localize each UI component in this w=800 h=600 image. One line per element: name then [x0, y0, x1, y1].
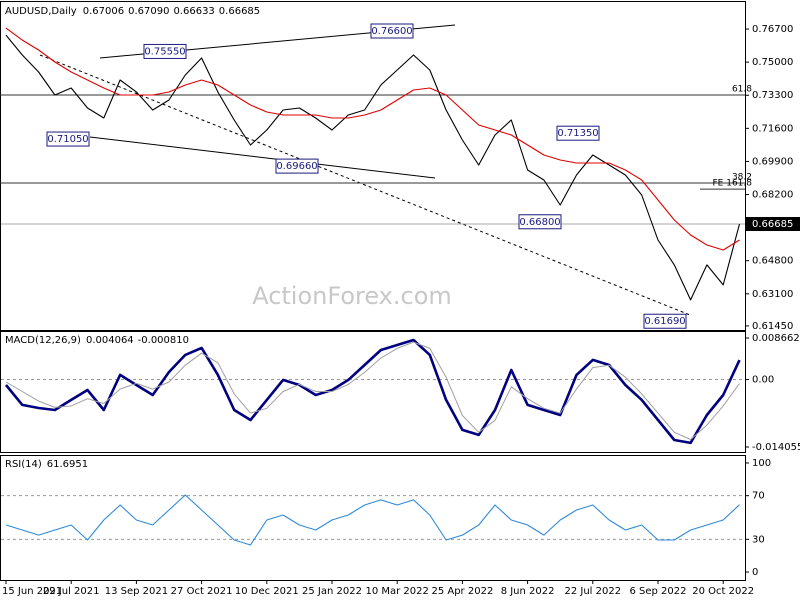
pivot-label: 0.69660 [276, 161, 317, 172]
pivot-box [370, 23, 414, 39]
x-tick-label: 15 Jun 2021 [2, 586, 62, 597]
fib-label: 61.8 [732, 85, 752, 95]
y-tick-label: 0.64800 [752, 256, 793, 267]
high: 0.67090 [128, 6, 169, 17]
last-price-label: 0.66685 [752, 219, 793, 230]
x-tick-label: 20 Oct 2022 [692, 586, 754, 597]
trend-line [39, 54, 691, 316]
x-tick-label: 29 Jul 2021 [43, 586, 100, 597]
last-price-box [746, 217, 800, 232]
rsi-value: 61.6951 [47, 459, 88, 470]
y-tick-label: -0.014055 [752, 442, 800, 453]
pivot-annotation: 0.76600 [370, 23, 414, 39]
x-tick-label: 8 Jun 2022 [501, 586, 555, 597]
macd-header: MACD(12,26,9) 0.004064 -0.000810 [5, 335, 189, 346]
trend-line [89, 136, 436, 179]
pivot-box [556, 125, 600, 141]
low: 0.66633 [173, 6, 214, 17]
rsi-panel [0, 455, 746, 581]
macd-value: 0.004064 [86, 335, 134, 346]
pivot-label: 0.66800 [519, 217, 560, 228]
x-tick-label: 25 Apr 2022 [431, 586, 493, 597]
open: 0.67006 [83, 6, 124, 17]
rsi-title: RSI(14) [5, 459, 42, 470]
pivot-annotation: 0.71050 [46, 131, 90, 147]
y-tick-label: 0.63100 [752, 289, 793, 300]
macd-title: MACD(12,26,9) [5, 335, 81, 346]
series-line [4, 338, 741, 445]
fib-label: FE 161.8 [713, 179, 753, 189]
signal-value: -0.000810 [138, 335, 189, 346]
x-tick-label: 6 Sep 2022 [629, 586, 686, 597]
pivot-label: 0.61690 [644, 316, 685, 327]
series-line [5, 34, 741, 301]
x-tick-label: 25 Jan 2022 [302, 586, 362, 597]
y-tick-label: 0 [752, 567, 758, 578]
x-tick-label: 27 Oct 2021 [171, 586, 233, 597]
y-tick-label: 0.73300 [752, 90, 793, 101]
pivot-annotation: 0.61690 [643, 313, 687, 329]
price-panel [0, 1, 746, 331]
watermark: ActionForex.com [252, 282, 452, 310]
pivot-annotation: 0.75550 [143, 43, 187, 59]
y-tick-label: 0.75000 [752, 57, 793, 68]
y-tick-label: 100 [752, 458, 771, 469]
pivot-annotation: 0.71350 [556, 125, 600, 141]
pivot-box [143, 43, 187, 59]
header: AUDUSD,Daily 0.67006 0.67090 0.66633 0.66685 [5, 6, 260, 17]
pivot-label: 0.75550 [144, 46, 185, 57]
pivot-label: 0.76600 [371, 26, 412, 37]
y-tick-label: 0.76700 [752, 24, 793, 35]
y-tick-label: 0.69900 [752, 156, 793, 167]
y-tick-label: 30 [752, 534, 765, 545]
series-line [5, 494, 740, 546]
y-tick-label: 0.00 [752, 375, 774, 386]
y-tick-label: 0.008662 [752, 333, 800, 344]
pivot-annotation: 0.66800 [518, 214, 562, 230]
pivot-annotation: 0.69660 [275, 158, 319, 174]
y-tick-label: 0.68200 [752, 190, 793, 201]
x-tick-label: 13 Sep 2021 [105, 586, 168, 597]
fib-label: 38.2 [732, 173, 752, 183]
pivot-box [46, 131, 90, 147]
pivot-box [643, 313, 687, 329]
x-tick-label: 10 Dec 2021 [235, 586, 299, 597]
y-tick-label: 0.61450 [752, 321, 793, 332]
x-tick-label: 22 Jul 2022 [564, 586, 621, 597]
y-tick-label: 70 [752, 491, 765, 502]
pivot-box [518, 214, 562, 230]
pivot-label: 0.71050 [47, 134, 88, 145]
rsi-header: RSI(14) 61.6951 [5, 459, 88, 470]
series-line [5, 341, 740, 440]
macd-panel [0, 331, 746, 453]
close: 0.66685 [219, 6, 260, 17]
series-line [5, 27, 740, 251]
pivot-box [275, 158, 319, 174]
x-tick-label: 10 Mar 2022 [365, 586, 428, 597]
y-tick-label: 0.71600 [752, 123, 793, 134]
symbol: AUDUSD,Daily [5, 6, 77, 17]
pivot-label: 0.71350 [557, 128, 598, 139]
